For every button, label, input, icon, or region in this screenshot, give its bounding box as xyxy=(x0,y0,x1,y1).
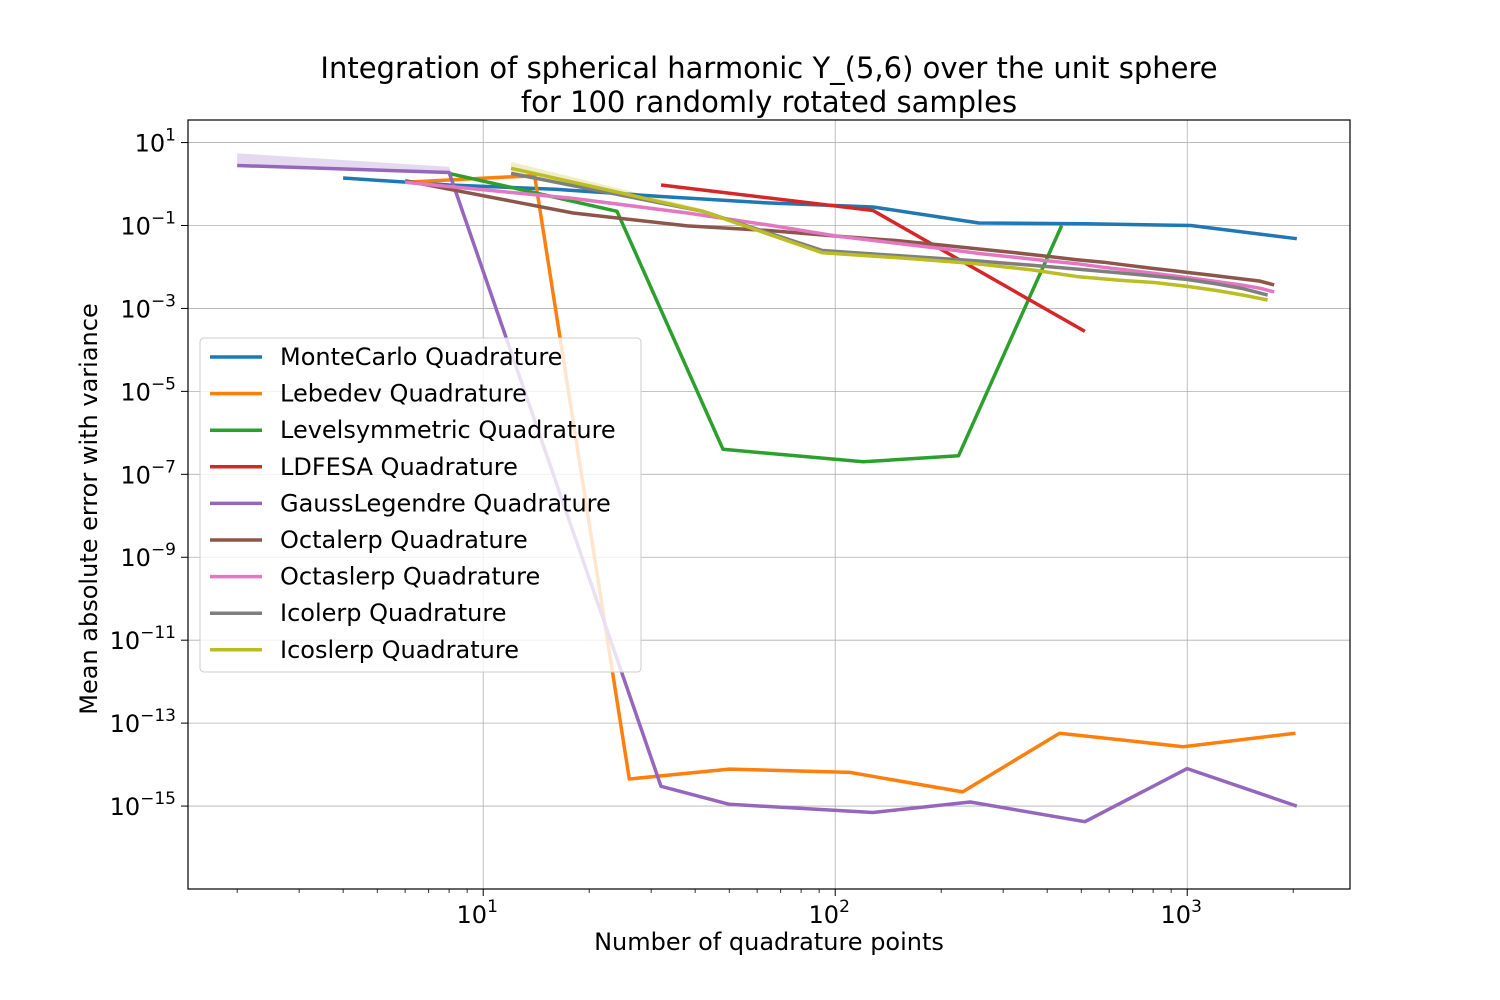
chart-subtitle: for 100 randomly rotated samples xyxy=(521,85,1017,119)
x-tick-label: 101 xyxy=(457,897,498,929)
y-tick-label: 10−7 xyxy=(120,457,176,489)
y-axis-label: Mean absolute error with variance xyxy=(75,303,103,714)
y-tick-label: 10−13 xyxy=(110,706,176,738)
y-tick-label: 101 xyxy=(135,126,176,158)
legend-box xyxy=(199,337,642,673)
plot-area: 101 102 103 10110−110−310−510−710−910−1110… xyxy=(110,119,1351,929)
y-tick-label: 10−3 xyxy=(120,291,176,323)
legend-label: Icoslerp Quadrature xyxy=(280,636,519,664)
legend-label: GaussLegendre Quadrature xyxy=(280,489,611,517)
series-line xyxy=(404,180,1275,294)
x-axis-label: Number of quadrature points xyxy=(594,928,944,956)
x-tick-label: 102 xyxy=(809,897,850,929)
series-line xyxy=(660,183,1086,333)
legend-label: Levelsymmetric Quadrature xyxy=(280,416,616,444)
x-axis-ticks: 101 102 103 xyxy=(236,889,1294,929)
y-tick-label: 10−9 xyxy=(120,540,176,572)
series-line xyxy=(448,171,1064,464)
series-line xyxy=(404,178,1275,287)
plot-frame xyxy=(187,119,1351,890)
legend-label: Icolerp Quadrature xyxy=(280,599,506,627)
y-tick-label: 10−11 xyxy=(110,623,176,655)
legend: MonteCarlo Quadrature Lebedev Quadrature L… xyxy=(199,337,642,673)
legend-label: Lebedev Quadrature xyxy=(280,380,527,408)
legend-label: Octalerp Quadrature xyxy=(280,526,528,554)
legend-label: Octaslerp Quadrature xyxy=(280,563,540,591)
legend-label: LDFESA Quadrature xyxy=(280,453,518,481)
y-axis-ticks: 101 10−1 10−3 10−5 10−7 10−9 10−11 10−13 10−15 xyxy=(110,126,188,821)
chart-title: Integration of spherical harmonic Y_(5,6… xyxy=(320,51,1217,85)
x-tick-label: 103 xyxy=(1161,897,1202,929)
series-line xyxy=(342,176,1298,241)
series-line xyxy=(510,171,1269,297)
y-tick-label: 10−1 xyxy=(120,208,176,240)
y-tick-label: 10−15 xyxy=(110,789,176,821)
legend-label: MonteCarlo Quadrature xyxy=(280,343,562,371)
y-tick-label: 10−5 xyxy=(120,374,176,406)
series-line xyxy=(510,166,1268,302)
